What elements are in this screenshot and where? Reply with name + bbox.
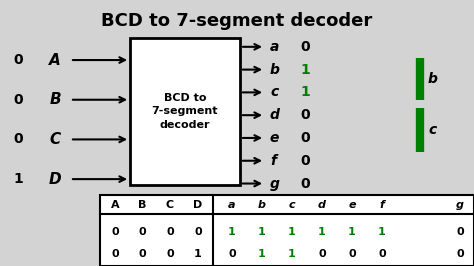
Text: c: c — [289, 200, 295, 210]
Text: g: g — [456, 200, 464, 210]
Text: D: D — [193, 200, 202, 210]
Text: 0: 0 — [228, 249, 236, 259]
Text: 0: 0 — [111, 227, 119, 237]
Text: B: B — [138, 200, 146, 210]
Text: d: d — [318, 200, 326, 210]
Text: b: b — [270, 63, 280, 77]
Text: 1: 1 — [288, 249, 296, 259]
Text: f: f — [380, 200, 384, 210]
Text: C: C — [166, 200, 174, 210]
Text: BCD to 7-segment decoder: BCD to 7-segment decoder — [101, 12, 373, 30]
Text: 0: 0 — [300, 108, 310, 122]
Text: 1: 1 — [288, 227, 296, 237]
Text: 0: 0 — [166, 227, 174, 237]
Text: c: c — [428, 123, 436, 137]
Text: 0: 0 — [13, 93, 23, 107]
Text: 1: 1 — [194, 249, 202, 259]
Text: C: C — [49, 132, 61, 147]
Text: 0: 0 — [318, 249, 326, 259]
Text: 0: 0 — [138, 249, 146, 259]
Text: 1: 1 — [348, 227, 356, 237]
Text: 0: 0 — [378, 249, 386, 259]
Text: f: f — [270, 154, 276, 168]
Text: 1: 1 — [228, 227, 236, 237]
Text: 0: 0 — [456, 249, 464, 259]
Text: e: e — [348, 200, 356, 210]
Text: 0: 0 — [300, 40, 310, 54]
Text: BCD to
7-segment
decoder: BCD to 7-segment decoder — [152, 93, 218, 130]
Text: a: a — [270, 40, 279, 54]
Text: 0: 0 — [111, 249, 119, 259]
Text: 1: 1 — [258, 249, 266, 259]
Text: 1: 1 — [13, 172, 23, 186]
Text: c: c — [270, 85, 278, 99]
Text: 1: 1 — [300, 63, 310, 77]
Text: B: B — [49, 92, 61, 107]
Bar — [100, 195, 474, 266]
Text: d: d — [270, 108, 280, 122]
Text: 1: 1 — [300, 85, 310, 99]
Bar — [130, 38, 240, 185]
Text: 0: 0 — [300, 177, 310, 190]
Text: 0: 0 — [194, 227, 202, 237]
Text: 0: 0 — [300, 131, 310, 145]
Text: e: e — [270, 131, 279, 145]
Text: a: a — [228, 200, 236, 210]
Text: 1: 1 — [378, 227, 386, 237]
Text: 0: 0 — [138, 227, 146, 237]
Text: 0: 0 — [13, 53, 23, 67]
Text: 0: 0 — [348, 249, 356, 259]
Text: b: b — [258, 200, 266, 210]
Text: D: D — [49, 172, 61, 187]
Text: 1: 1 — [258, 227, 266, 237]
Text: 0: 0 — [166, 249, 174, 259]
Text: 0: 0 — [300, 154, 310, 168]
Text: 1: 1 — [318, 227, 326, 237]
Text: A: A — [111, 200, 119, 210]
Text: b: b — [428, 72, 438, 86]
Text: A: A — [49, 53, 61, 68]
Text: 0: 0 — [456, 227, 464, 237]
Text: 0: 0 — [13, 132, 23, 146]
Text: g: g — [270, 177, 280, 190]
